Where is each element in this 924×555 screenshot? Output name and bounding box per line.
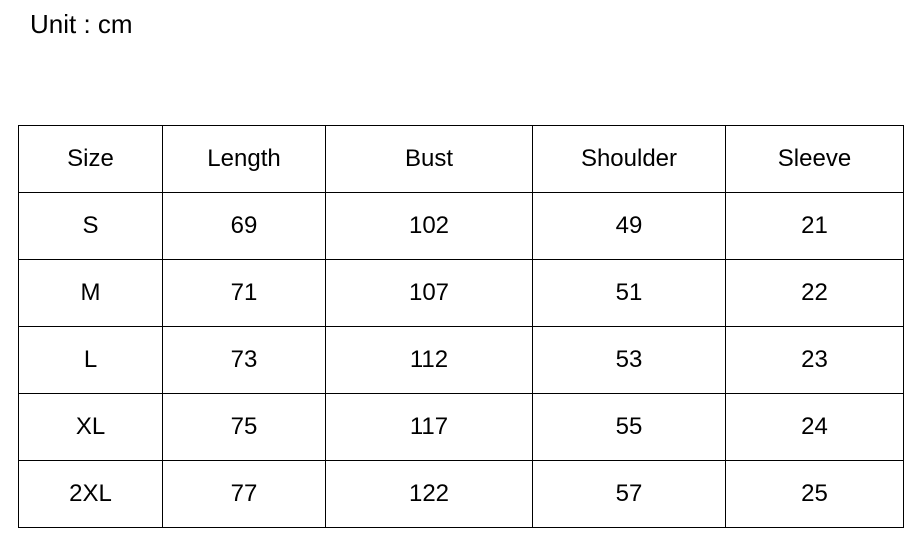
table-cell-sleeve: 21 (725, 192, 904, 260)
table-row: L 73 112 53 23 (18, 326, 904, 394)
table-cell-bust: 107 (325, 259, 533, 327)
table-cell-length: 69 (162, 192, 326, 260)
table-cell-shoulder: 51 (532, 259, 726, 327)
table-cell-sleeve: 23 (725, 326, 904, 394)
table-cell-size: 2XL (18, 460, 163, 528)
table-cell-size: XL (18, 393, 163, 461)
table-cell-bust: 102 (325, 192, 533, 260)
column-header-bust: Bust (325, 125, 533, 193)
table-cell-sleeve: 25 (725, 460, 904, 528)
table-header-row: Size Length Bust Shoulder Sleeve (18, 125, 904, 193)
table-cell-shoulder: 57 (532, 460, 726, 528)
table-cell-shoulder: 49 (532, 192, 726, 260)
column-header-shoulder: Shoulder (532, 125, 726, 193)
table-cell-shoulder: 53 (532, 326, 726, 394)
table-cell-length: 71 (162, 259, 326, 327)
table-cell-bust: 122 (325, 460, 533, 528)
table-cell-length: 75 (162, 393, 326, 461)
unit-label: Unit : cm (30, 9, 133, 39)
table-cell-length: 73 (162, 326, 326, 394)
table-cell-length: 77 (162, 460, 326, 528)
table-cell-sleeve: 24 (725, 393, 904, 461)
column-header-length: Length (162, 125, 326, 193)
table-cell-sleeve: 22 (725, 259, 904, 327)
column-header-size: Size (18, 125, 163, 193)
table-row: XL 75 117 55 24 (18, 393, 904, 461)
size-chart-table: Size Length Bust Shoulder Sleeve S 69 102 49 21 M… (18, 125, 904, 528)
table-cell-size: S (18, 192, 163, 260)
table-row: S 69 102 49 21 (18, 192, 904, 260)
table-cell-shoulder: 55 (532, 393, 726, 461)
table-row: M 71 107 51 22 (18, 259, 904, 327)
column-header-sleeve: Sleeve (725, 125, 904, 193)
table-cell-bust: 117 (325, 393, 533, 461)
table-cell-size: L (18, 326, 163, 394)
table-cell-size: M (18, 259, 163, 327)
table-cell-bust: 112 (325, 326, 533, 394)
table-row: 2XL 77 122 57 25 (18, 460, 904, 528)
